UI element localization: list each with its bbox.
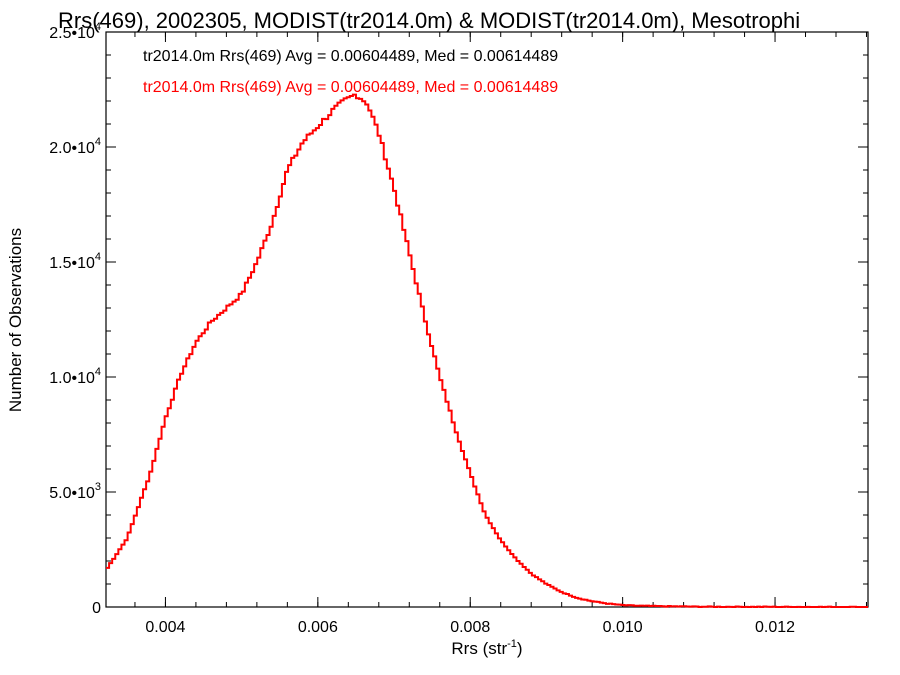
x-tick-label-0: 0.004	[145, 619, 185, 636]
x-tick-label-3: 0.010	[603, 619, 643, 636]
y-tick-label-5: 2.5•104	[49, 21, 101, 42]
annotation-red: tr2014.0m Rrs(469) Avg = 0.00604489, Med…	[143, 79, 558, 96]
y-tick-label-0: 0	[92, 600, 101, 617]
y-axis-label-group: Number of Observations	[6, 228, 25, 412]
x-axis-label-sup: -1	[507, 638, 517, 650]
x-tick-label-1: 0.006	[298, 619, 338, 636]
x-axis-label-end: )	[517, 639, 523, 658]
annotation-black: tr2014.0m Rrs(469) Avg = 0.00604489, Med…	[143, 48, 558, 65]
y-tick-mantissa-3: 1.5•10	[49, 255, 95, 272]
y-tick-mantissa-2: 1.0•10	[49, 370, 95, 387]
y-tick-exponent-1: 3	[95, 481, 101, 493]
plot-frame	[105, 31, 869, 608]
y-axis-label: Number of Observations	[6, 228, 25, 412]
y-tick-mantissa-5: 2.5•10	[49, 25, 95, 42]
y-tick-label-3: 1.5•104	[49, 251, 101, 272]
y-tick-label-4: 2.0•104	[49, 136, 101, 157]
y-tick-exponent-2: 4	[95, 366, 101, 378]
chart-title: Rrs(469), 2002305, MODIST(tr2014.0m) & M…	[58, 8, 800, 33]
y-tick-mantissa-1: 5.0•10	[49, 485, 95, 502]
y-tick-mantissa-0: 0	[92, 600, 101, 617]
y-tick-exponent-5: 4	[95, 21, 101, 33]
plot-area: 0.004 0.006 0.008 0.010 0.01205.0•1031.0•104…	[49, 21, 869, 636]
y-tick-exponent-4: 4	[95, 136, 101, 148]
x-tick-label-4: 0.012	[755, 619, 795, 636]
histogram-series-red	[106, 93, 868, 608]
y-tick-label-1: 5.0•103	[49, 481, 101, 502]
y-tick-exponent-3: 4	[95, 251, 101, 263]
y-tick-label-2: 1.0•104	[49, 366, 101, 387]
x-axis-label-main: Rrs (str	[451, 639, 507, 658]
y-tick-mantissa-4: 2.0•10	[49, 140, 95, 157]
x-tick-label-2: 0.008	[450, 619, 490, 636]
x-axis-label: Rrs (str-1)	[451, 638, 522, 658]
